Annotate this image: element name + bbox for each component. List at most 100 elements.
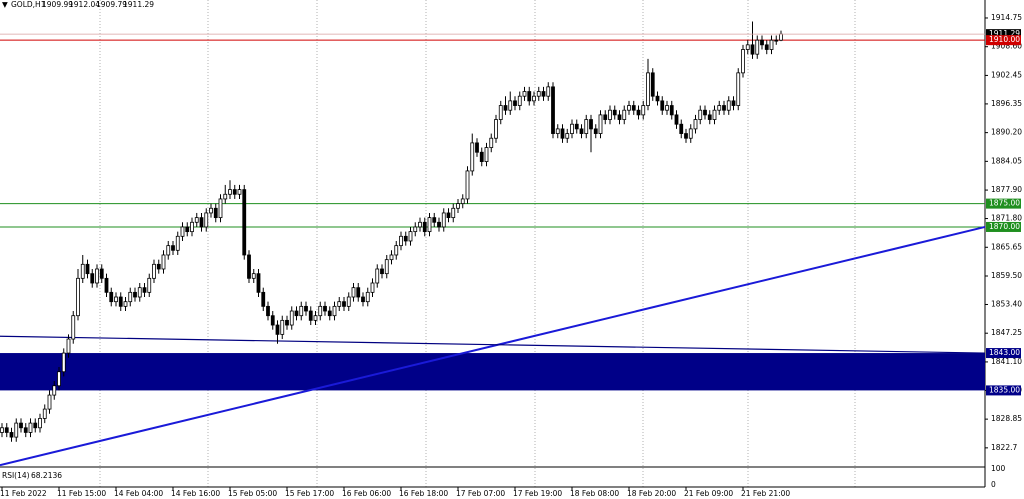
candle-body bbox=[19, 422, 23, 429]
candle-body bbox=[285, 319, 289, 326]
candle-body bbox=[722, 105, 726, 111]
ohlc-open: 1909.99 bbox=[42, 0, 73, 9]
zone-tag bbox=[986, 385, 1021, 396]
candle-body bbox=[494, 119, 498, 139]
candle-body bbox=[413, 226, 418, 233]
candle-body bbox=[80, 263, 85, 279]
rsi-tick-label: 0 bbox=[991, 480, 996, 489]
candle-body bbox=[551, 86, 555, 134]
candle-body bbox=[152, 263, 156, 279]
rsi-value: 68.2136 bbox=[31, 471, 62, 480]
candle-body bbox=[498, 105, 503, 120]
candle-body bbox=[180, 226, 185, 237]
candle-body bbox=[570, 123, 574, 134]
candle-body bbox=[123, 301, 128, 307]
candle-body bbox=[147, 277, 152, 293]
candle-body bbox=[684, 133, 688, 139]
candle-body bbox=[308, 310, 313, 321]
candle-body bbox=[361, 296, 365, 303]
x-tick-label: 14 Feb 16:00 bbox=[171, 489, 220, 498]
v-grid bbox=[99, 0, 856, 487]
candle-body bbox=[527, 91, 532, 102]
candle-body bbox=[23, 427, 28, 433]
zone-label: 1843.00 bbox=[989, 348, 1020, 357]
candle-body bbox=[384, 259, 389, 275]
candle-body bbox=[228, 189, 232, 195]
zone-tag bbox=[986, 348, 1021, 359]
candle-body bbox=[717, 105, 722, 111]
candle-body bbox=[779, 33, 783, 41]
candle-body bbox=[731, 100, 736, 106]
candle-body bbox=[399, 235, 403, 247]
candle-body bbox=[204, 212, 209, 228]
y-tick-label: 1828.85 bbox=[991, 414, 1022, 423]
level-label: 1870.00 bbox=[989, 222, 1020, 231]
candle-body bbox=[109, 291, 114, 303]
candle-body bbox=[85, 263, 90, 275]
candle-body bbox=[631, 105, 636, 111]
candle-body bbox=[232, 189, 237, 195]
x-tick-label: 17 Feb 07:00 bbox=[456, 489, 505, 498]
candle-body bbox=[446, 212, 451, 219]
y-tick-label: 1841.10 bbox=[991, 357, 1022, 366]
candle-body bbox=[484, 147, 489, 162]
candle-body bbox=[622, 109, 627, 120]
candle-body bbox=[660, 100, 665, 111]
candle-body bbox=[190, 221, 194, 233]
zone-label: 1835.00 bbox=[989, 385, 1020, 394]
triangle-icon: ▼ bbox=[2, 0, 8, 9]
candle-body bbox=[28, 422, 33, 433]
candle-body bbox=[593, 128, 598, 134]
y-tick-label: 1902.45 bbox=[991, 70, 1022, 79]
candle-body bbox=[603, 114, 608, 120]
candle-body bbox=[218, 198, 223, 219]
candle-body bbox=[38, 418, 42, 429]
candle-body bbox=[755, 39, 760, 55]
candle-body bbox=[213, 207, 218, 219]
candle-body bbox=[270, 315, 275, 326]
price-label: 1911.29 bbox=[989, 29, 1020, 38]
level-tag bbox=[986, 198, 1021, 209]
candle-body bbox=[479, 151, 484, 162]
candle-body bbox=[522, 91, 527, 97]
candle-body bbox=[441, 212, 446, 228]
x-tick-label: 18 Feb 20:00 bbox=[627, 489, 676, 498]
candle-body bbox=[299, 305, 304, 317]
candle-body bbox=[489, 137, 494, 148]
candle-body bbox=[318, 305, 323, 317]
y-tick-label: 1884.05 bbox=[991, 156, 1022, 165]
candle-body bbox=[745, 44, 750, 50]
candle-body bbox=[166, 245, 171, 256]
candle-body bbox=[774, 39, 779, 42]
candle-body bbox=[171, 245, 175, 251]
candle-body bbox=[764, 44, 769, 50]
level-tag bbox=[986, 221, 1021, 232]
zone bbox=[0, 353, 985, 391]
candle-body bbox=[698, 109, 703, 120]
candle-body bbox=[375, 268, 380, 284]
candle-body bbox=[261, 291, 266, 307]
candle-body bbox=[760, 39, 764, 46]
candle-body bbox=[612, 109, 617, 116]
candle-body bbox=[636, 109, 641, 116]
candle-body bbox=[584, 119, 589, 134]
candle-body bbox=[598, 114, 603, 134]
candle-body bbox=[536, 91, 541, 97]
candle-body bbox=[517, 95, 522, 106]
y-tick-label: 1847.25 bbox=[991, 328, 1022, 337]
candle-body bbox=[532, 95, 536, 102]
candle-body bbox=[389, 254, 394, 261]
candle-body bbox=[451, 207, 456, 219]
x-tick-label: 21 Feb 09:00 bbox=[684, 489, 733, 498]
rsi-label: RSI(14) bbox=[2, 471, 30, 480]
candle-body bbox=[750, 44, 755, 55]
candle-body bbox=[608, 109, 612, 120]
candle-body bbox=[365, 291, 370, 303]
candle-body bbox=[712, 109, 717, 120]
trend-line bbox=[0, 335, 986, 354]
ohlc-high: 1912.04 bbox=[69, 0, 100, 9]
candle-body bbox=[313, 315, 318, 321]
y-tick-label: 1914.75 bbox=[991, 13, 1022, 22]
candle-body bbox=[460, 198, 465, 205]
